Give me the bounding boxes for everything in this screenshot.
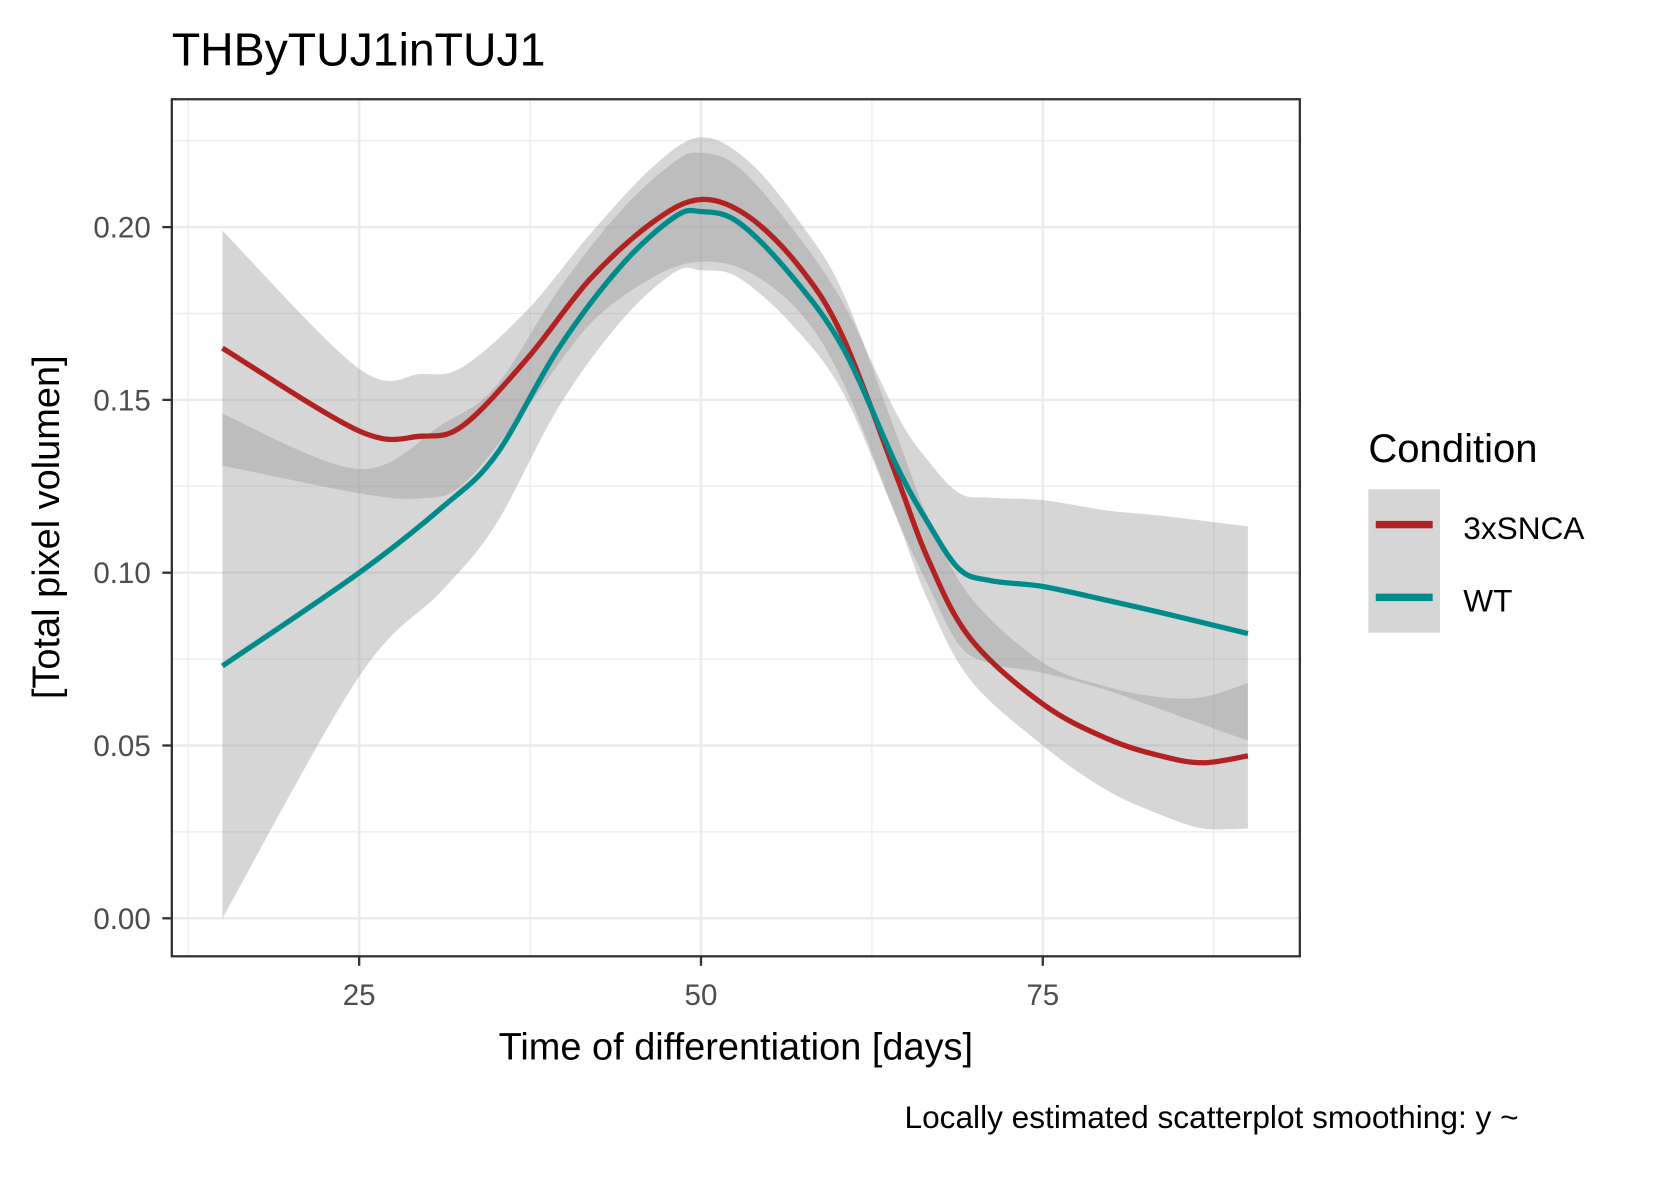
y-axis-title: [Total pixel volumen] bbox=[26, 355, 68, 699]
axes: 25 50 75 0.00 0.05 0.10 0.15 0.20 bbox=[93, 212, 1059, 1012]
series-lines bbox=[220, 196, 1249, 766]
legend-key-bg bbox=[1368, 489, 1441, 633]
y-tick-label: 0.05 bbox=[93, 730, 150, 763]
caption: Locally estimated scatterplot smoothing:… bbox=[905, 1099, 1519, 1135]
y-tick-label: 0.00 bbox=[93, 903, 150, 936]
x-tick-label: 75 bbox=[1026, 979, 1059, 1012]
x-tick-label: 25 bbox=[343, 979, 376, 1012]
legend-title: Condition bbox=[1368, 427, 1537, 471]
series-line-3xSNCA bbox=[221, 196, 1249, 766]
confidence-bands bbox=[222, 137, 1248, 919]
legend-key-WT bbox=[1375, 593, 1433, 602]
chart-title: THByTUJ1inTUJ1 bbox=[172, 24, 546, 76]
legend-label-WT: WT bbox=[1463, 583, 1512, 619]
y-tick-label: 0.20 bbox=[93, 212, 150, 245]
legend-label-3xSNCA: 3xSNCA bbox=[1463, 510, 1585, 546]
y-tick-label: 0.10 bbox=[93, 557, 150, 590]
legend: Condition 3xSNCA WT bbox=[1368, 427, 1585, 633]
confidence-band-WT bbox=[222, 152, 1248, 919]
series-line-WT bbox=[220, 207, 1249, 669]
gridlines bbox=[171, 99, 1300, 957]
legend-key-3xSNCA bbox=[1375, 520, 1433, 529]
y-tick-label: 0.15 bbox=[93, 384, 150, 417]
confidence-band-3xSNCA bbox=[222, 137, 1248, 830]
x-tick-label: 50 bbox=[685, 979, 718, 1012]
plot-panel-border bbox=[170, 98, 1301, 958]
x-axis-title: Time of differentiation [days] bbox=[499, 1027, 973, 1069]
